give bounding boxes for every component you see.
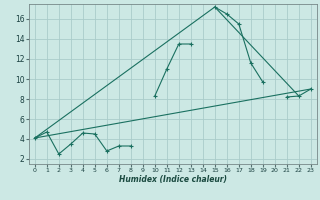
X-axis label: Humidex (Indice chaleur): Humidex (Indice chaleur) xyxy=(119,175,227,184)
